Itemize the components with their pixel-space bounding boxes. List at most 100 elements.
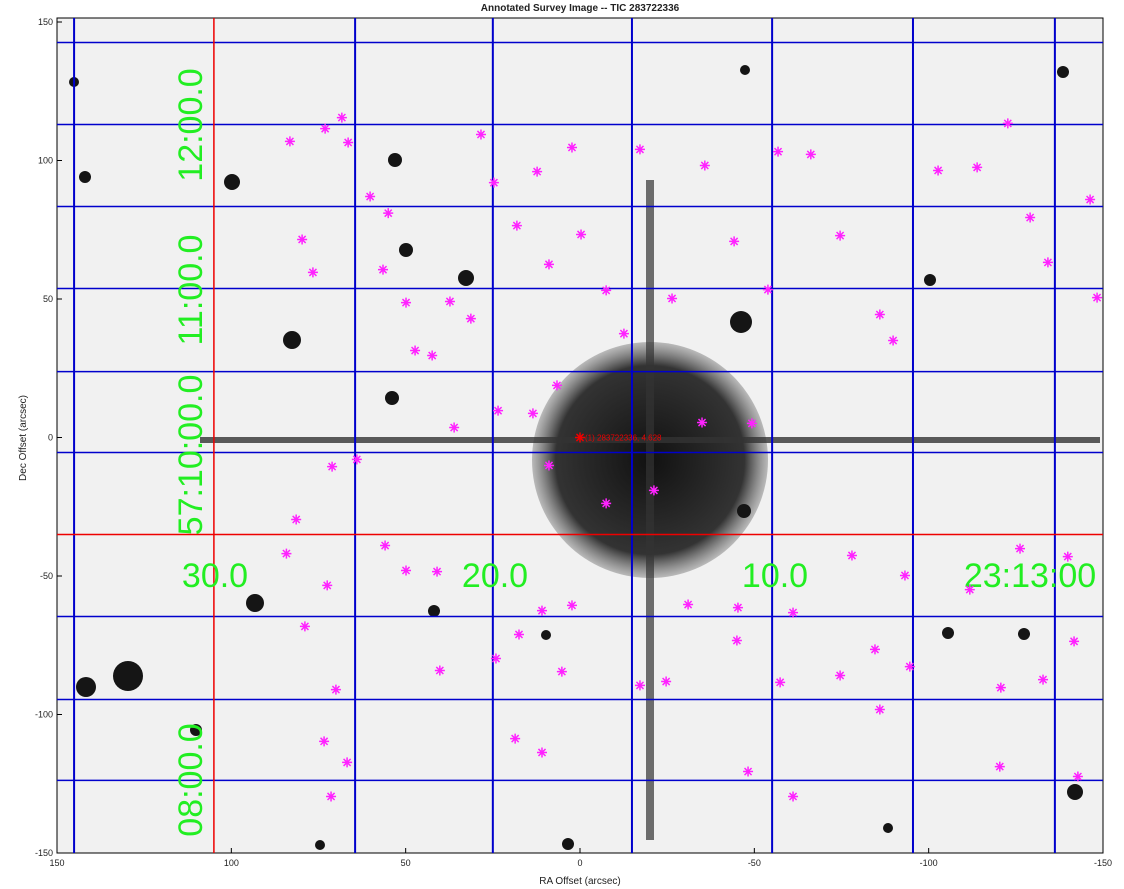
star [924,274,936,286]
star [1018,628,1030,640]
star [458,270,474,286]
x-tick-label: -100 [920,858,938,868]
dec-coordinate-label: 57:10:00.0 [172,375,210,536]
x-tick-label: -50 [748,858,761,868]
star [1067,784,1083,800]
source-marker [336,112,347,123]
star [76,677,96,697]
ra-coordinate-label: 30.0 [182,557,248,595]
star [541,630,551,640]
source-marker [576,229,587,240]
source-marker [551,380,562,391]
source-marker [601,285,612,296]
source-marker [307,267,318,278]
source-marker [1069,636,1080,647]
source-marker [972,162,983,173]
dec-coordinate-label: 08:00.0 [172,723,210,836]
source-marker [566,142,577,153]
y-tick-label: 0 [48,433,53,443]
dec-coordinate-label: 11:00.0 [172,235,210,346]
source-marker [493,405,504,416]
star [79,171,91,183]
x-tick-label: 0 [577,858,582,868]
star [737,504,751,518]
source-marker [432,566,443,577]
source-marker [330,684,341,695]
x-tick-label: 150 [49,858,64,868]
source-marker [648,485,659,496]
source-marker [1025,212,1036,223]
source-marker [1038,674,1049,685]
source-marker [401,565,412,576]
star [942,627,954,639]
target-marker [575,432,585,443]
ra-coordinate-label: 10.0 [742,557,808,595]
star [399,243,413,257]
source-marker [343,137,354,148]
source-marker [444,296,455,307]
source-marker [933,165,944,176]
source-marker [601,498,612,509]
source-marker [475,129,486,140]
star [283,331,301,349]
source-marker [746,418,757,429]
star [428,605,440,617]
source-marker [320,123,331,134]
source-marker [888,335,899,346]
source-marker [401,297,412,308]
source-marker [1072,771,1083,782]
source-marker [326,791,337,802]
source-marker [994,761,1005,772]
source-marker [327,461,338,472]
source-marker [661,676,672,687]
source-marker [410,345,421,356]
source-marker [488,177,499,188]
source-marker [846,550,857,561]
source-marker [1015,543,1026,554]
star [113,661,143,691]
source-marker [775,677,786,688]
star [190,724,202,736]
star [730,311,752,333]
source-marker [835,230,846,241]
source-marker [319,736,330,747]
star [246,594,264,612]
source-marker [904,661,915,672]
source-marker [762,284,773,295]
source-marker [634,680,645,691]
source-marker [513,629,524,640]
y-tick-label: 50 [43,294,53,304]
source-marker [536,747,547,758]
source-marker [634,144,645,155]
source-marker [281,548,292,559]
star [883,823,893,833]
survey-image [69,65,1100,850]
source-marker [365,191,376,202]
source-marker [449,422,460,433]
chart-title: Annotated Survey Image -- TIC 283722336 [481,3,680,14]
source-marker [995,682,1006,693]
source-marker [869,644,880,655]
x-tick-label: 50 [401,858,411,868]
source-marker [378,264,389,275]
source-marker [465,313,476,324]
source-marker [351,454,362,465]
source-marker [527,408,538,419]
x-tick-label: 100 [224,858,239,868]
source-marker [291,514,302,525]
source-marker [510,733,521,744]
source-marker [566,600,577,611]
source-marker [805,149,816,160]
x-axis-label: RA Offset (arcsec) [539,876,621,887]
source-marker [697,417,708,428]
source-marker [964,584,975,595]
x-tick-label: -150 [1094,858,1112,868]
source-marker [543,259,554,270]
background-stars [69,65,1083,850]
source-marker [773,146,784,157]
star [740,65,750,75]
source-marker [618,328,629,339]
source-marker [1092,292,1103,303]
target-label: (1) 283722336, 4.628 [585,434,662,443]
